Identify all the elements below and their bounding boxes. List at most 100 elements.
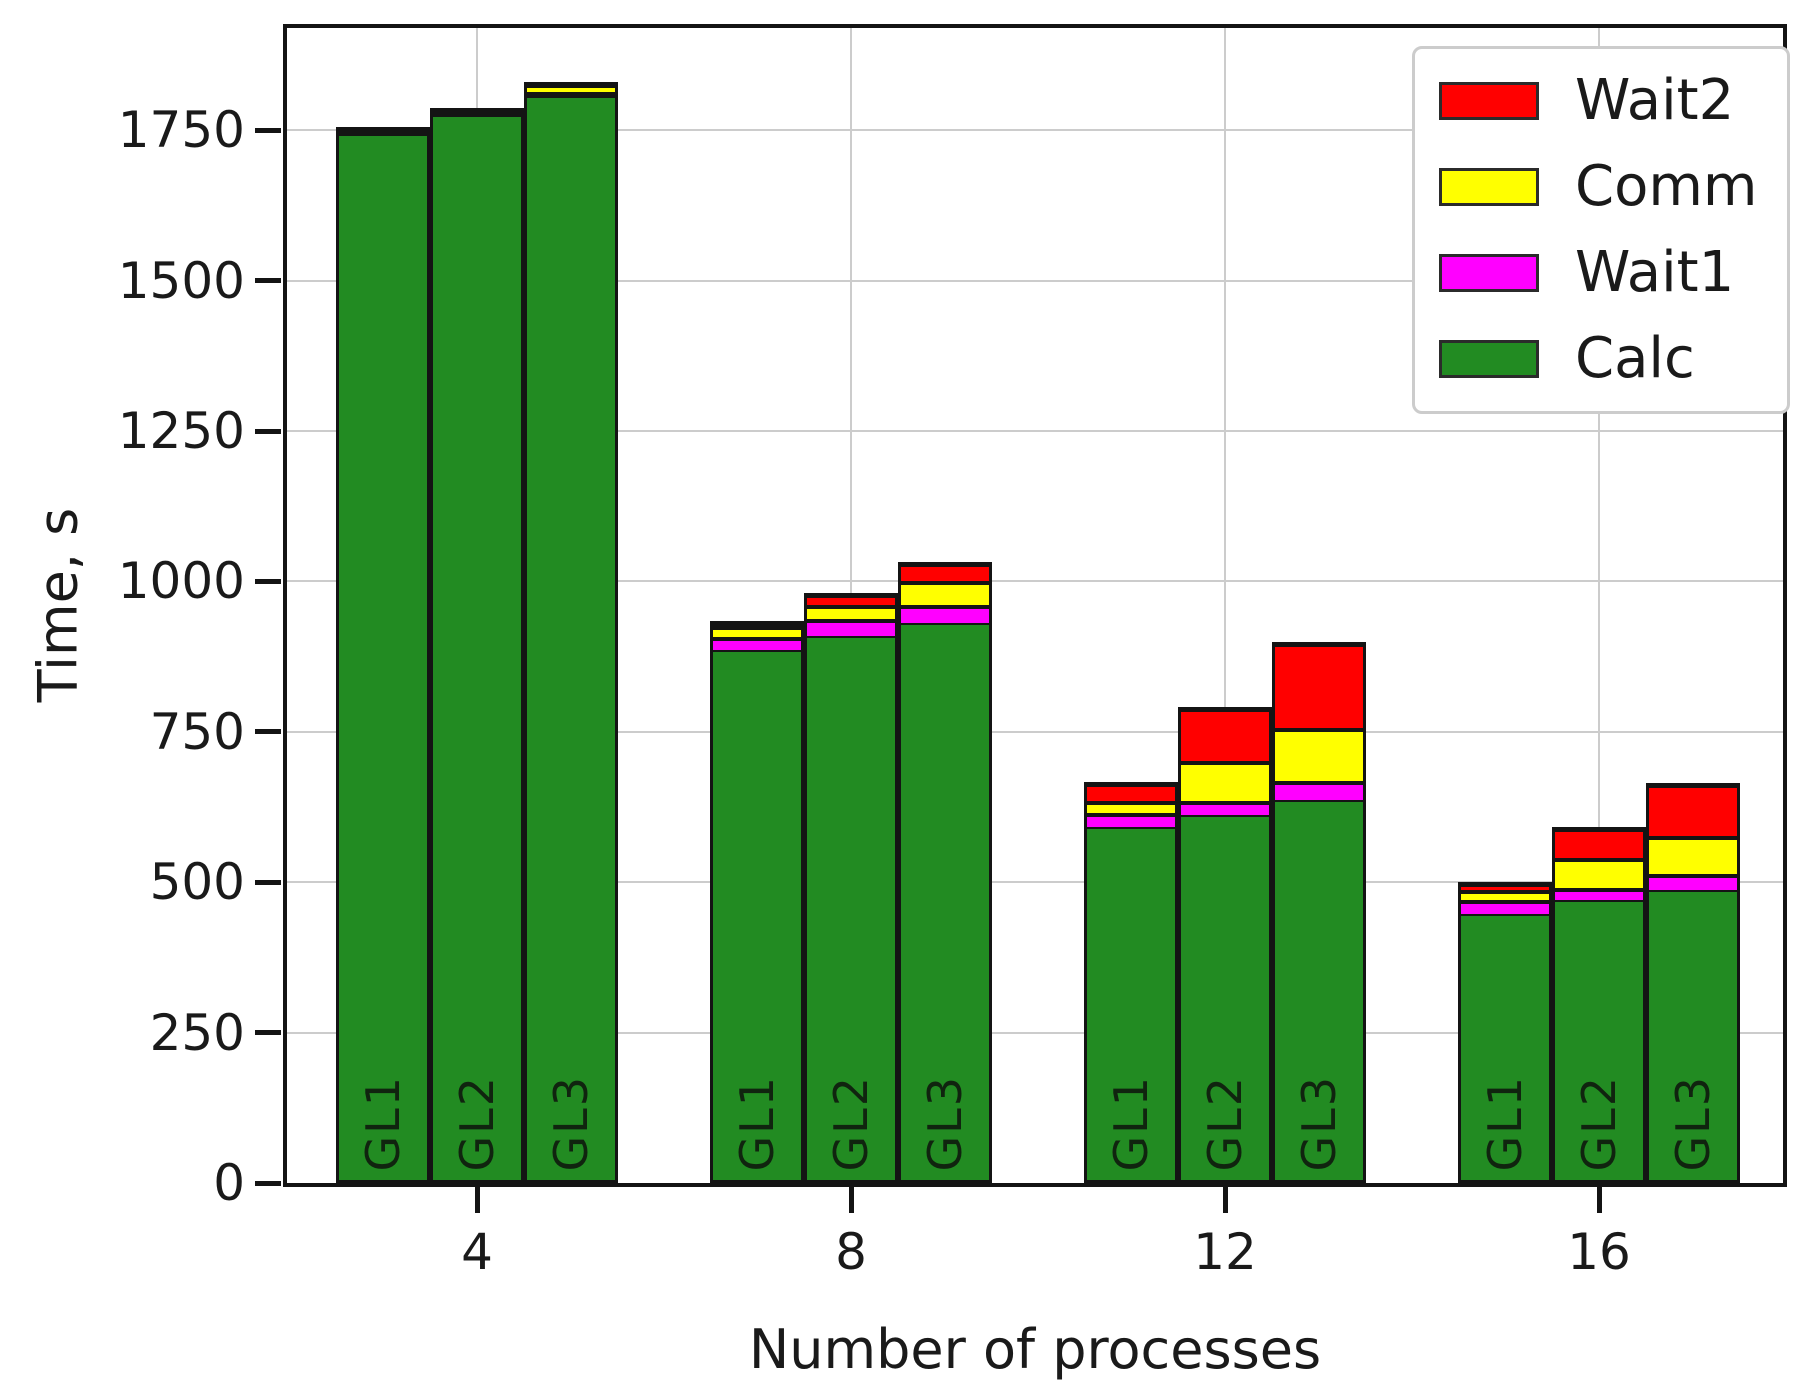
legend-swatch-calc xyxy=(1439,340,1539,378)
segment-comm-12-GL1 xyxy=(1087,802,1175,816)
legend-label-wait2: Wait2 xyxy=(1575,68,1735,133)
bar-8-GL3: GL3 xyxy=(898,561,992,1183)
segment-wait1-4-GL3 xyxy=(527,94,615,99)
bar-label-8-GL1: GL1 xyxy=(730,1075,784,1172)
y-axis-title: Time, s xyxy=(26,507,90,703)
segment-comm-12-GL2 xyxy=(1181,762,1269,803)
bar-label-8-GL2: GL2 xyxy=(824,1075,878,1172)
bar-4-GL3: GL3 xyxy=(524,81,618,1183)
x-tick-8 xyxy=(848,1187,854,1213)
gridline-h-250 xyxy=(287,1031,1783,1034)
x-tick-label-8: 8 xyxy=(835,1223,867,1281)
segment-wait1-12-GL1 xyxy=(1087,815,1175,829)
segment-wait1-4-GL1 xyxy=(339,132,427,137)
segment-wait2-8-GL1 xyxy=(713,624,801,629)
segment-comm-12-GL3 xyxy=(1275,730,1363,783)
segment-wait1-16-GL1 xyxy=(1461,902,1549,916)
gridline-h-1750 xyxy=(287,129,1783,132)
y-tick-1250 xyxy=(255,428,281,434)
bar-16-GL2: GL2 xyxy=(1552,827,1646,1183)
bar-12-GL2: GL2 xyxy=(1178,706,1272,1183)
y-tick-250 xyxy=(255,1030,281,1036)
legend-label-wait1: Wait1 xyxy=(1575,240,1735,305)
legend-label-comm: Comm xyxy=(1575,154,1758,219)
segment-comm-8-GL2 xyxy=(807,606,895,621)
x-tick-12 xyxy=(1222,1187,1228,1213)
y-tick-label-0: 0 xyxy=(213,1154,245,1212)
bar-label-16-GL1: GL1 xyxy=(1478,1075,1532,1172)
gridline-h-500 xyxy=(287,881,1783,884)
x-tick-label-12: 12 xyxy=(1193,1223,1257,1281)
gridline-v-16 xyxy=(1598,28,1600,1183)
segment-wait2-16-GL2 xyxy=(1555,830,1643,860)
legend-swatch-wait2 xyxy=(1439,82,1539,120)
y-tick-label-1500: 1500 xyxy=(117,251,245,310)
segment-comm-16-GL3 xyxy=(1649,837,1737,876)
bar-4-GL1: GL1 xyxy=(336,127,430,1183)
segment-comm-8-GL1 xyxy=(713,627,801,639)
bar-label-4-GL2: GL2 xyxy=(450,1075,504,1172)
legend-row-comm: Comm xyxy=(1439,159,1757,215)
y-tick-label-1000: 1000 xyxy=(117,552,245,611)
bar-label-8-GL3: GL3 xyxy=(918,1075,972,1172)
legend-label-calc: Calc xyxy=(1575,326,1695,391)
gridline-h-1250 xyxy=(287,430,1783,433)
x-tick-label-4: 4 xyxy=(461,1223,493,1281)
bar-8-GL1: GL1 xyxy=(710,621,804,1183)
x-axis-title: Number of processes xyxy=(748,1318,1322,1381)
bar-12-GL3: GL3 xyxy=(1272,641,1366,1183)
y-tick-0 xyxy=(255,1180,281,1186)
bar-label-12-GL3: GL3 xyxy=(1292,1075,1346,1172)
bar-16-GL3: GL3 xyxy=(1646,782,1740,1183)
gridline-h-1000 xyxy=(287,580,1783,583)
bar-4-GL2: GL2 xyxy=(430,108,524,1183)
gridline-v-12 xyxy=(1224,28,1226,1183)
x-tick-16 xyxy=(1596,1187,1602,1213)
gridline-h-1500 xyxy=(287,279,1783,282)
segment-wait1-8-GL3 xyxy=(901,606,989,625)
legend-row-calc: Calc xyxy=(1439,331,1757,387)
segment-wait2-8-GL2 xyxy=(807,595,895,607)
segment-wait1-16-GL2 xyxy=(1555,890,1643,903)
legend-row-wait1: Wait1 xyxy=(1439,245,1757,301)
legend-swatch-wait1 xyxy=(1439,254,1539,292)
y-tick-1500 xyxy=(255,278,281,284)
segment-wait2-16-GL3 xyxy=(1649,785,1737,838)
gridline-h-750 xyxy=(287,730,1783,733)
segment-wait1-12-GL3 xyxy=(1275,782,1363,802)
legend: Wait2 Comm Wait1 Calc xyxy=(1412,46,1791,414)
segment-wait1-12-GL2 xyxy=(1181,802,1269,817)
y-tick-500 xyxy=(255,879,281,885)
y-tick-label-1250: 1250 xyxy=(117,402,245,461)
segment-comm-16-GL2 xyxy=(1555,859,1643,891)
segment-wait2-12-GL1 xyxy=(1087,784,1175,803)
bar-label-4-GL1: GL1 xyxy=(356,1075,410,1172)
bar-12-GL1: GL1 xyxy=(1084,781,1178,1183)
segment-wait2-8-GL3 xyxy=(901,564,989,583)
y-tick-label-1750: 1750 xyxy=(117,101,245,160)
bar-label-16-GL3: GL3 xyxy=(1666,1075,1720,1172)
y-tick-label-750: 750 xyxy=(149,702,245,761)
segment-wait1-4-GL2 xyxy=(433,113,521,118)
segment-wait2-12-GL2 xyxy=(1181,709,1269,763)
legend-swatch-comm xyxy=(1439,168,1539,206)
segment-wait2-16-GL1 xyxy=(1461,884,1549,892)
segment-comm-16-GL1 xyxy=(1461,891,1549,903)
bar-label-12-GL1: GL1 xyxy=(1104,1075,1158,1172)
x-tick-4 xyxy=(474,1187,480,1213)
bar-8-GL2: GL2 xyxy=(804,592,898,1183)
plot-inner: GL1 GL2 GL3 GL1 GL2 GL3 GL1 GL2 GL3 GL1 GL2 GL3 xyxy=(287,28,1783,1183)
bar-16-GL1: GL1 xyxy=(1458,881,1552,1183)
segment-wait1-8-GL1 xyxy=(713,638,801,653)
legend-row-wait2: Wait2 xyxy=(1439,73,1757,129)
segment-wait1-8-GL2 xyxy=(807,620,895,638)
segment-wait1-16-GL3 xyxy=(1649,875,1737,892)
bar-label-4-GL3: GL3 xyxy=(544,1075,598,1172)
y-tick-1750 xyxy=(255,127,281,133)
y-tick-label-500: 500 xyxy=(149,853,245,912)
segment-wait2-12-GL3 xyxy=(1275,644,1363,731)
y-tick-label-250: 250 xyxy=(149,1003,245,1062)
segment-comm-8-GL3 xyxy=(901,582,989,607)
y-tick-750 xyxy=(255,729,281,735)
